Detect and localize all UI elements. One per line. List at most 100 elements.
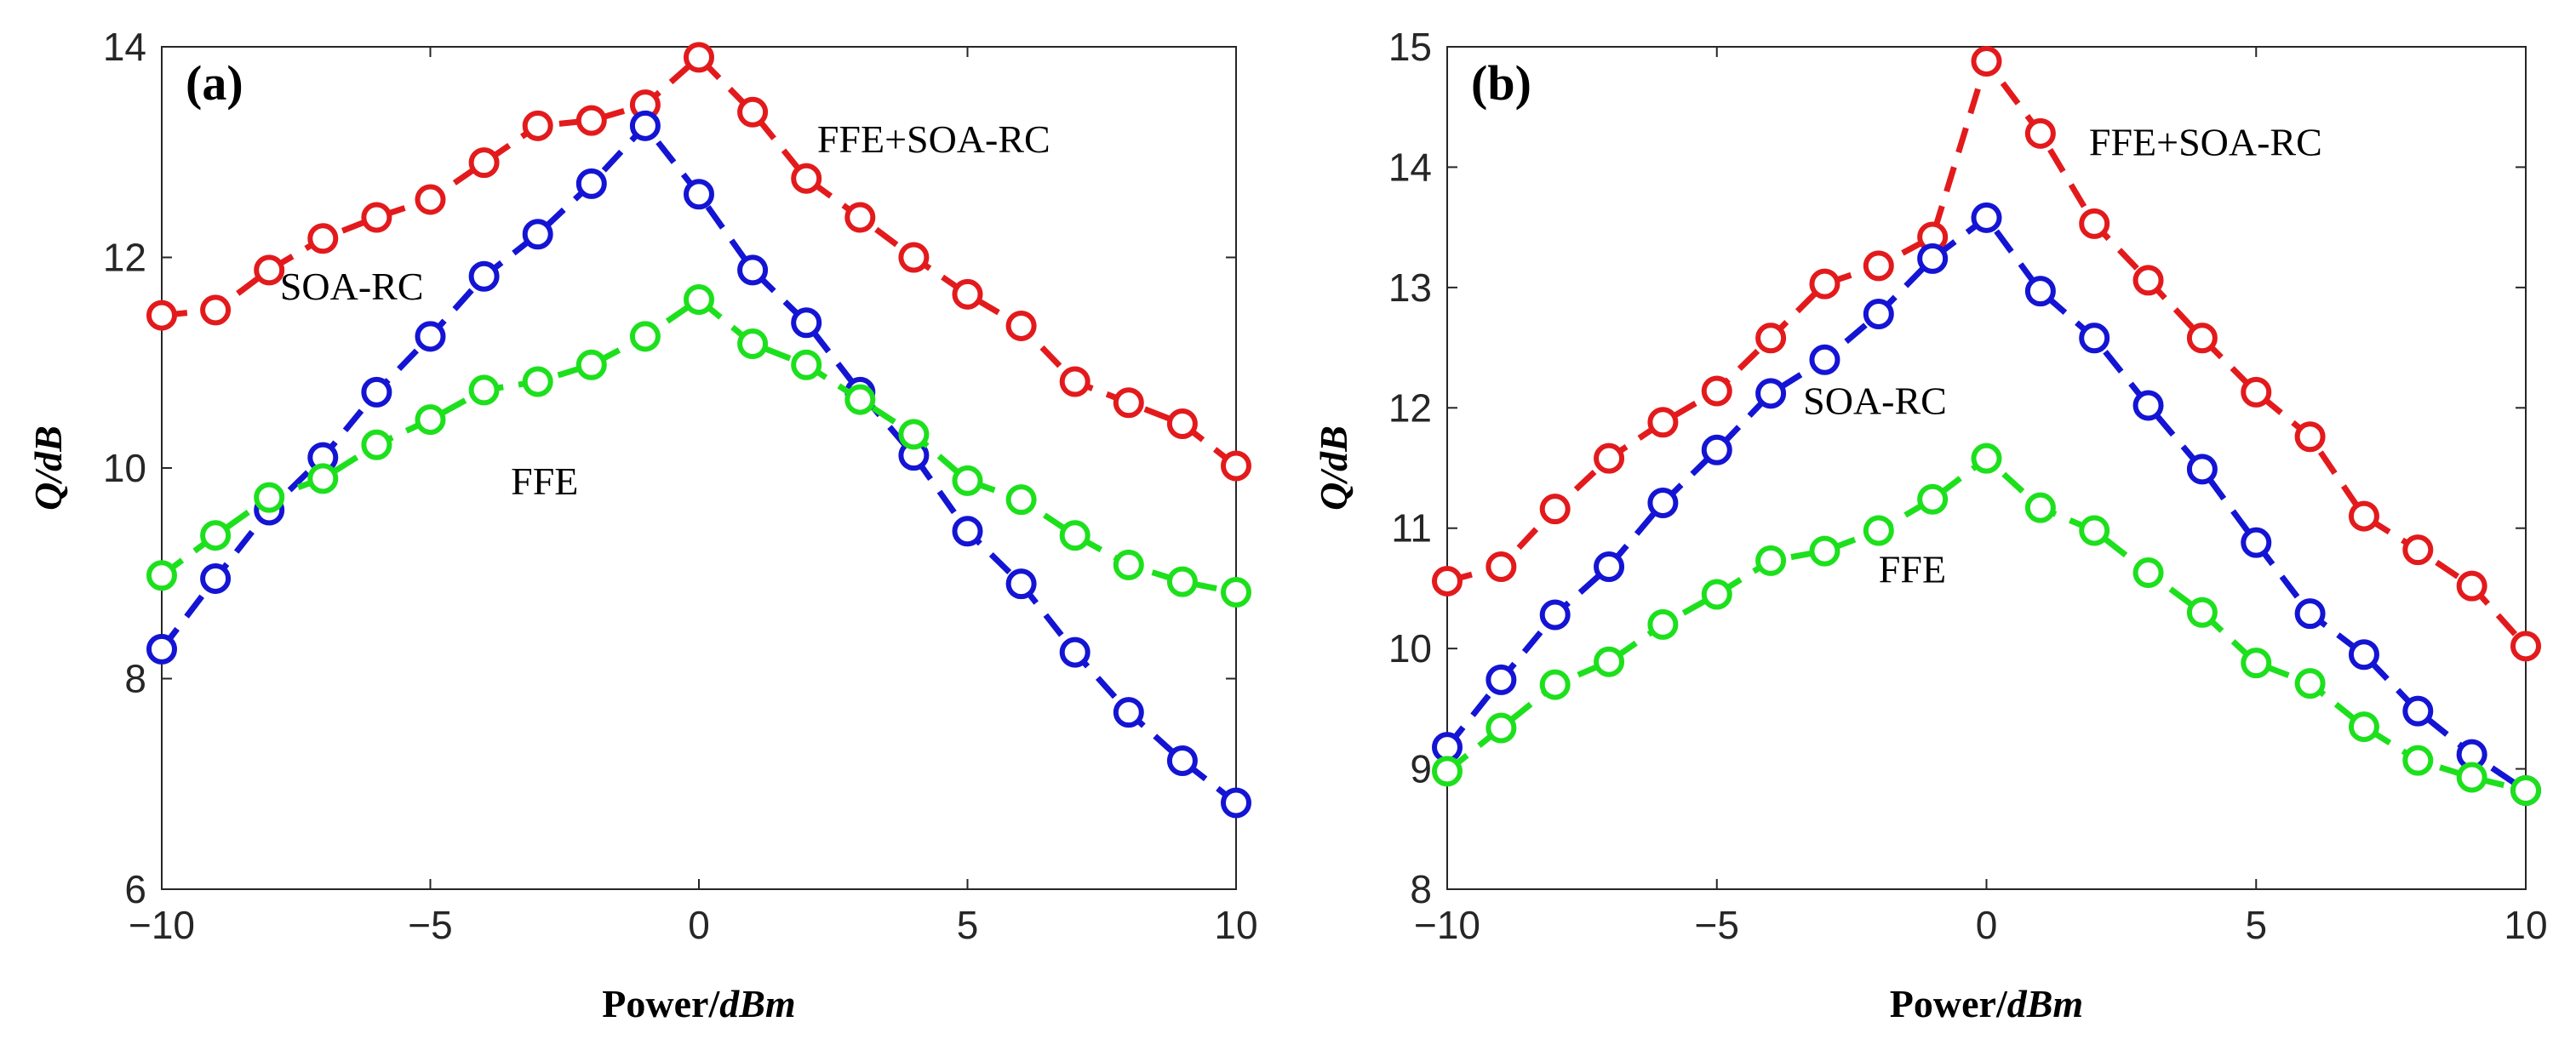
panel-b: −10 −5 0 5 10 8 9 10 11 12 13 14 15 Power/dBm Q/dB FFE+… xyxy=(1312,25,2548,1025)
data-point xyxy=(2132,390,2164,421)
data-point xyxy=(1485,712,1517,744)
data-point xyxy=(1221,787,1251,819)
series-line xyxy=(159,296,1237,596)
y-tick-label: 13 xyxy=(1388,265,1432,310)
data-point xyxy=(307,223,339,254)
x-tick-label: −10 xyxy=(129,903,195,947)
data-point xyxy=(1701,375,1732,407)
data-point xyxy=(1594,646,1625,677)
data-point xyxy=(1539,599,1571,631)
data-point xyxy=(2510,631,2541,662)
data-point xyxy=(2186,323,2218,354)
data-point xyxy=(1059,636,1091,668)
panel-a: −10 −5 0 5 10 6 8 10 12 14 Power/dBm Q/dB FFE+SOA-RC… xyxy=(26,25,1258,1025)
data-point xyxy=(1755,378,1787,409)
data-point xyxy=(2024,117,2056,149)
data-point xyxy=(791,307,822,339)
data-point xyxy=(307,463,339,494)
data-point xyxy=(1755,323,1787,354)
data-point xyxy=(2186,454,2218,485)
data-point xyxy=(1647,407,1679,438)
series-ffe xyxy=(1432,442,2541,807)
x-axis-label: Power/dBm xyxy=(602,982,795,1025)
data-point xyxy=(2241,376,2272,408)
data-point xyxy=(844,384,876,415)
data-point xyxy=(1221,450,1251,482)
data-point xyxy=(2132,557,2164,589)
data-point xyxy=(1113,387,1144,419)
series-annotation: FFE+SOA-RC xyxy=(2089,120,2322,163)
data-point xyxy=(1113,697,1144,728)
x-tick-label: 10 xyxy=(1214,903,1257,947)
data-point xyxy=(2241,527,2272,558)
data-point xyxy=(415,404,446,436)
y-axis-label-main: Q/ xyxy=(26,468,70,511)
data-point xyxy=(575,349,607,380)
x-axis-label-unit: dBm xyxy=(2007,982,2083,1025)
data-point xyxy=(468,260,500,292)
y-tick-label: 14 xyxy=(1388,145,1432,189)
data-point xyxy=(200,520,232,551)
data-point xyxy=(2348,500,2379,532)
data-point xyxy=(1166,566,1198,597)
data-point xyxy=(844,202,876,233)
data-point xyxy=(2241,648,2272,679)
x-tick-label: −5 xyxy=(408,903,452,947)
panel-label: (a) xyxy=(186,55,243,111)
data-point xyxy=(1059,366,1091,397)
data-point xyxy=(522,110,553,141)
data-point xyxy=(1485,664,1517,695)
data-point xyxy=(1863,298,1894,329)
data-point xyxy=(1005,568,1037,600)
data-point xyxy=(1166,745,1198,777)
y-tick-label: 11 xyxy=(1391,506,1432,551)
data-point xyxy=(361,376,392,408)
data-point xyxy=(1755,545,1787,576)
data-point xyxy=(1594,442,1625,474)
y-tick-label: 12 xyxy=(103,236,146,280)
data-point xyxy=(415,321,446,352)
data-point xyxy=(737,254,769,286)
panel-label: (b) xyxy=(1471,55,1531,111)
y-tick-label: 15 xyxy=(1388,25,1432,69)
x-tick-label: 5 xyxy=(2245,903,2267,947)
y-axis-label-unit: dB xyxy=(26,425,70,471)
data-point xyxy=(1005,484,1037,516)
data-point xyxy=(575,168,607,199)
series-ffe-soa-rc xyxy=(146,42,1251,482)
data-point xyxy=(200,562,232,594)
data-point xyxy=(737,96,769,128)
data-point xyxy=(415,184,446,215)
data-point xyxy=(2402,534,2434,566)
data-point xyxy=(1809,344,1840,375)
y-tick-label: 9 xyxy=(1410,747,1432,791)
series-ffe xyxy=(146,284,1251,608)
x-tick-label: 5 xyxy=(957,903,979,947)
data-point xyxy=(2024,492,2056,523)
data-point xyxy=(952,278,983,310)
data-point xyxy=(2294,421,2326,453)
series-annotation: FFE+SOA-RC xyxy=(817,117,1050,161)
data-point xyxy=(1971,45,2002,77)
y-tick-label: 6 xyxy=(124,867,146,911)
data-point xyxy=(1863,250,1894,282)
data-point xyxy=(522,366,553,397)
data-point xyxy=(2294,668,2326,699)
series-annotation: SOA-RC xyxy=(280,265,424,308)
y-tick-label: 8 xyxy=(1410,867,1432,911)
y-tick-label: 10 xyxy=(1388,626,1432,671)
data-point xyxy=(2456,762,2487,793)
data-point xyxy=(629,321,661,352)
data-point xyxy=(2186,596,2218,628)
y-axis-label-unit: dB xyxy=(1312,425,1355,471)
data-point xyxy=(1917,243,1949,274)
x-tick-label: −10 xyxy=(1414,903,1480,947)
x-tick-label: 0 xyxy=(688,903,710,947)
data-point xyxy=(2348,711,2379,743)
x-tick-label: −5 xyxy=(1695,903,1739,947)
data-point xyxy=(1971,442,2002,474)
x-axis-label-unit: dBm xyxy=(719,982,795,1025)
data-point xyxy=(791,163,822,194)
data-point xyxy=(2456,570,2487,602)
